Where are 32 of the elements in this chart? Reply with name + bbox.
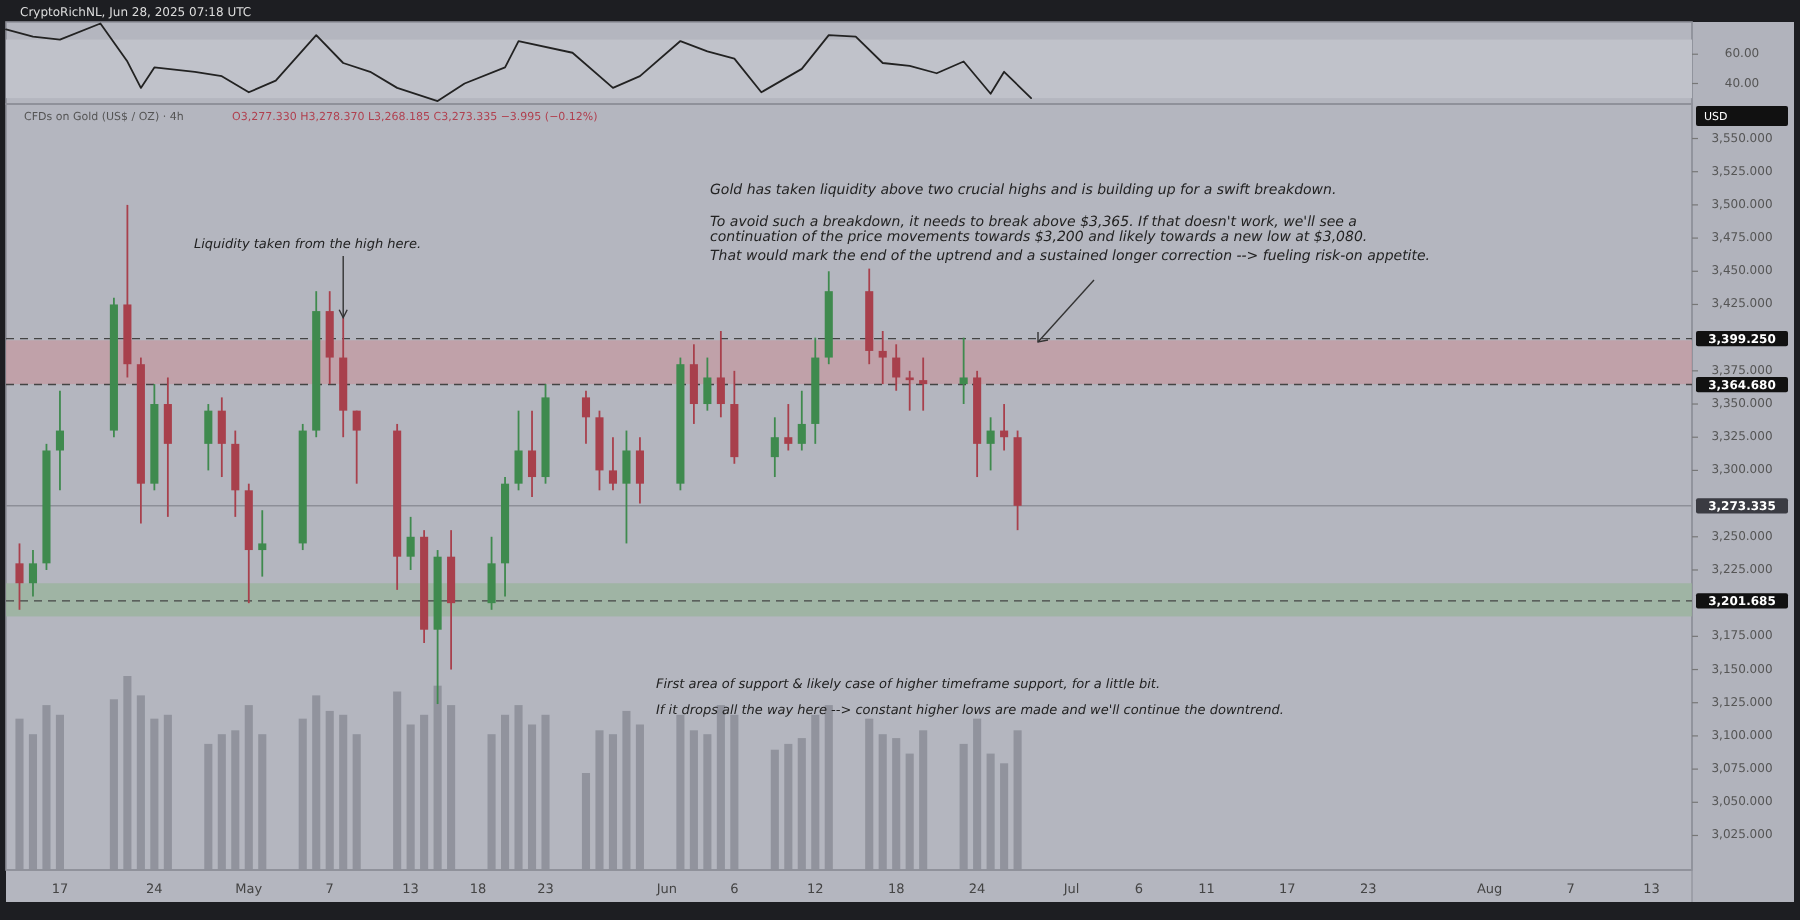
candlestick xyxy=(581,389,591,445)
candlestick xyxy=(892,343,901,392)
candlestick xyxy=(163,376,172,518)
candlestick xyxy=(217,396,226,478)
candlestick xyxy=(635,436,644,505)
candlestick xyxy=(447,529,456,671)
line-series xyxy=(5,22,1032,102)
candlestick xyxy=(689,343,698,425)
candlestick xyxy=(905,369,914,412)
candlestick xyxy=(514,409,523,492)
candlestick xyxy=(959,336,968,405)
candlestick xyxy=(527,409,537,498)
candlestick xyxy=(28,549,38,598)
candlestick xyxy=(406,515,415,571)
candlestick xyxy=(258,509,267,578)
candlestick xyxy=(15,542,24,611)
candlestick xyxy=(55,389,64,492)
candlestick xyxy=(231,429,240,518)
candlestick xyxy=(919,356,928,412)
candlestick xyxy=(325,290,334,386)
candlestick xyxy=(608,436,618,492)
candlestick xyxy=(770,416,779,478)
candlestick xyxy=(487,535,496,611)
candlestick xyxy=(797,389,806,452)
candlestick xyxy=(716,330,725,419)
candlestick xyxy=(703,356,712,412)
candlestick xyxy=(784,403,793,452)
candlestick xyxy=(986,416,995,472)
candlestick xyxy=(352,409,361,485)
candlestick xyxy=(878,330,887,386)
candlestick xyxy=(204,403,213,472)
candlestick xyxy=(622,429,631,545)
